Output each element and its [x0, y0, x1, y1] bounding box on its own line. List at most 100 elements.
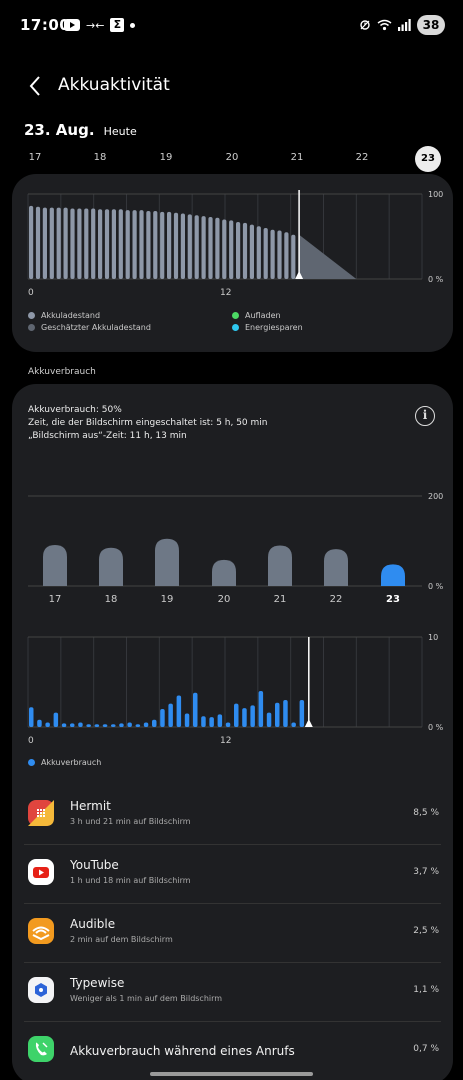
hourly-bar	[94, 724, 100, 727]
day-tab-22[interactable]: 22	[355, 152, 369, 163]
app-name: Akkuverbrauch während eines Anrufs	[70, 1044, 295, 1058]
x-tick-label: 12	[220, 288, 231, 298]
battery-bar	[284, 232, 289, 279]
battery-bar	[291, 234, 296, 279]
dot-icon	[130, 22, 136, 28]
battery-bar	[63, 207, 68, 279]
app-name: YouTube	[70, 858, 119, 872]
signal-icon	[398, 19, 411, 31]
legend-dot	[232, 312, 239, 319]
hourly-bar	[29, 707, 34, 727]
day-tab-19[interactable]: 19	[159, 152, 173, 163]
date-sub: Heute	[103, 125, 137, 138]
x-tick-label: 12	[220, 736, 231, 746]
app-screen-time: 1 h und 18 min auf Bildschirm	[70, 876, 191, 885]
app-row[interactable]: Typewise Weniger als 1 min auf dem Bildsc…	[24, 963, 441, 1022]
wifi-icon	[377, 19, 392, 31]
app-usage-percent: 8,5 %	[413, 808, 439, 818]
hourly-bar	[86, 724, 91, 727]
legend-dot	[232, 324, 239, 331]
battery-bar	[111, 209, 116, 279]
status-time: 17:00	[20, 16, 71, 34]
usage-bar-22[interactable]	[324, 549, 348, 586]
y-tick-label: 0 %	[428, 723, 444, 732]
now-marker	[295, 271, 304, 279]
legend-item: Energiesparen	[232, 323, 303, 332]
hourly-bar	[176, 695, 182, 727]
battery-bar	[215, 217, 220, 279]
usage-bar-23[interactable]	[381, 564, 405, 586]
battery-bar	[35, 206, 41, 279]
y-tick-label: 100	[428, 190, 443, 199]
date-main: 23. Aug.	[24, 121, 95, 139]
app-row[interactable]: YouTube 1 h und 18 min auf Bildschirm 3,7 …	[24, 845, 441, 904]
hourly-bar	[37, 719, 42, 727]
battery-usage-card: Akkuverbrauch: 50% Zeit, die der Bildsch…	[12, 384, 453, 1080]
y-tick-label: 10	[428, 633, 438, 642]
x-tick-label: 21	[274, 594, 287, 605]
battery-bar	[180, 213, 185, 279]
usage-line: Zeit, die der Bildschirm eingeschaltet i…	[28, 418, 268, 428]
battery-bar	[194, 215, 199, 279]
home-indicator[interactable]	[150, 1072, 313, 1076]
legend-label: Geschätzter Akkuladestand	[41, 323, 151, 332]
usage-bar-19[interactable]	[155, 538, 179, 586]
usage-bar-18[interactable]	[99, 547, 123, 586]
app-row[interactable]: Hermit 3 h und 21 min auf Bildschirm 8,5 %	[24, 786, 441, 845]
battery-bar	[77, 208, 82, 279]
hourly-bar	[135, 724, 141, 727]
usage-bar-21[interactable]	[268, 545, 292, 587]
legend-dot	[28, 312, 35, 319]
battery-bar	[91, 208, 96, 279]
x-tick-label: 23	[386, 594, 400, 605]
x-tick-label: 0	[28, 288, 34, 298]
hourly-bar	[193, 692, 198, 727]
hourly-bar	[70, 723, 75, 727]
status-bar: 17:00 →← Σ 38	[0, 0, 463, 52]
battery-bar	[222, 219, 227, 279]
day-tab-18[interactable]: 18	[93, 152, 107, 163]
usage-bar-17[interactable]	[43, 545, 67, 586]
arrows-icon: →←	[86, 18, 105, 32]
battery-bar	[118, 209, 123, 279]
hourly-bar	[225, 722, 231, 727]
battery-bar	[132, 210, 137, 279]
usage-bar-20[interactable]	[212, 559, 236, 586]
battery-bar	[56, 207, 61, 279]
battery-bar	[277, 230, 282, 279]
legend-item: Akkuladestand	[28, 311, 100, 320]
now-marker	[304, 719, 313, 727]
day-tab-21[interactable]: 21	[290, 152, 304, 163]
battery-level-chart: 0 12 100 0 %	[27, 190, 444, 298]
legend-item: Geschätzter Akkuladestand	[28, 323, 151, 332]
day-tab-20[interactable]: 20	[225, 152, 239, 163]
legend-label: Akkuladestand	[41, 311, 101, 320]
y-tick-label: 0 %	[428, 275, 444, 284]
x-tick-label: 19	[161, 594, 174, 605]
x-tick-label: 17	[49, 594, 62, 605]
info-icon[interactable]: i	[415, 406, 435, 426]
app-usage-percent: 3,7 %	[413, 867, 439, 877]
y-tick-label: 0 %	[428, 582, 444, 591]
hourly-bar	[61, 723, 67, 727]
hourly-bar	[152, 719, 157, 727]
phone-call-icon	[28, 1036, 54, 1062]
x-tick-label: 18	[105, 594, 118, 605]
back-arrow-icon[interactable]	[24, 74, 48, 98]
battery-bar	[173, 212, 179, 279]
hourly-bar	[45, 722, 50, 727]
legend-label: Akkuverbrauch	[41, 758, 102, 767]
legend-item: Akkuverbrauch	[28, 758, 101, 767]
day-tab-17[interactable]: 17	[28, 152, 42, 163]
day-tab-23[interactable]: 23	[415, 146, 441, 172]
app-row[interactable]: Audible 2 min auf dem Bildschirm 2,5 %	[24, 904, 441, 963]
app-list: Hermit 3 h und 21 min auf Bildschirm 8,5 %…	[24, 786, 441, 1080]
battery-bar	[146, 211, 151, 279]
hourly-bar	[143, 722, 149, 727]
battery-bar	[249, 224, 254, 279]
app-row[interactable]: Akkuverbrauch während eines Anrufs 0,7 %	[24, 1022, 441, 1080]
battery-bar	[242, 222, 248, 279]
weekly-usage-chart[interactable]: 17 18 19 20 21 22 23 200 0 %	[12, 484, 453, 609]
battery-bar	[270, 229, 275, 279]
x-tick-label: 20	[218, 594, 231, 605]
